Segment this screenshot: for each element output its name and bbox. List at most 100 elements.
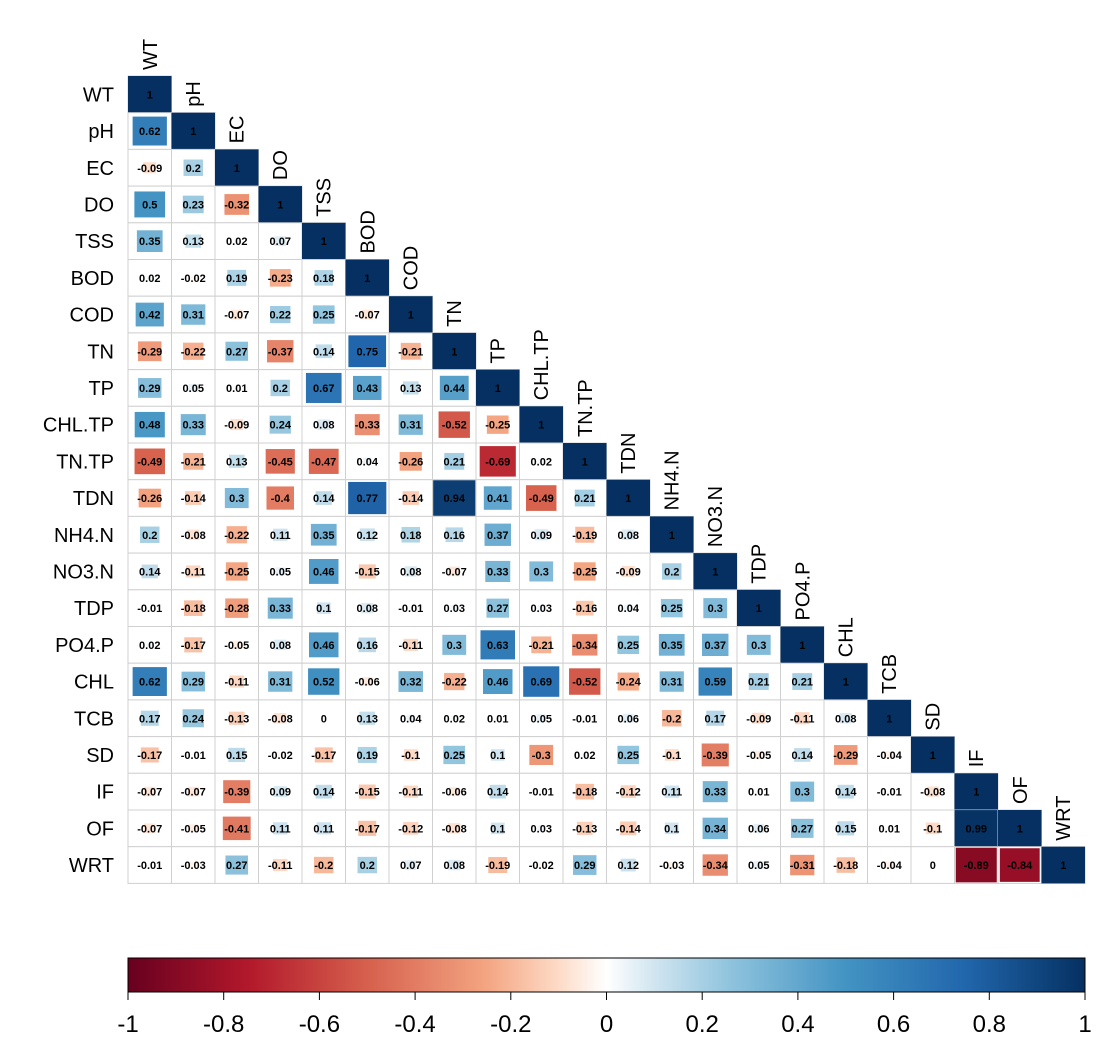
colorbar-tick-label: 1 <box>1078 1011 1091 1038</box>
cell-value-label: -0.69 <box>485 456 510 468</box>
cell-value-label: 0.14 <box>835 787 857 799</box>
cell-square <box>400 342 421 360</box>
cell-square <box>231 640 242 649</box>
cell-square <box>537 604 546 612</box>
cell-square <box>265 449 295 474</box>
cell-value-label: -0.01 <box>572 713 597 725</box>
cell-pH-WT: 0.62 <box>127 112 172 150</box>
cell-square <box>659 671 684 692</box>
colorbar-tick-label: 0.6 <box>877 1011 910 1038</box>
cell-value-label: -0.17 <box>137 750 162 762</box>
cell-COD-EC: -0.07 <box>214 295 259 334</box>
cell-TP-pH: 0.05 <box>171 369 216 407</box>
cell-WRT-CHL: -0.18 <box>823 846 868 884</box>
cell-value-label: 0.04 <box>618 603 640 615</box>
cell-OF-TP: 0.1 <box>475 809 520 848</box>
column-label-TSS: TSS <box>314 178 336 217</box>
cell-TN.TP-WT: -0.49 <box>127 442 172 481</box>
cell-square <box>314 270 333 286</box>
cell-value-label: 0.75 <box>357 346 378 358</box>
cell-square <box>273 786 287 798</box>
cell-TN.TP-EC: 0.13 <box>214 442 259 481</box>
cell-NO3.N-EC: -0.25 <box>214 552 259 591</box>
cell-square <box>229 675 244 688</box>
cell-WRT-pH: -0.03 <box>171 846 216 884</box>
cell-square <box>954 773 998 810</box>
cell-value-label: 0.33 <box>705 787 726 799</box>
cell-value-label: 0.03 <box>444 603 465 615</box>
cell-value-label: -0.05 <box>746 750 771 762</box>
cell-square <box>479 446 516 477</box>
cell-CHL-EC: -0.11 <box>214 662 259 701</box>
cell-square <box>667 861 676 869</box>
cell-value-label: 0.46 <box>313 566 334 578</box>
cell-value-label: 0.07 <box>400 860 421 872</box>
colorbar-tick-label: 0.2 <box>686 1011 719 1038</box>
cell-square <box>128 76 172 113</box>
cell-IF-TDN: -0.12 <box>606 772 651 811</box>
cell-SD-TN.TP: 0.02 <box>562 736 607 774</box>
row-label-OF: OF <box>86 818 114 840</box>
cell-TSS-EC: 0.02 <box>214 222 259 261</box>
cell-value-label: 0.2 <box>186 163 201 175</box>
cell-frame <box>171 185 216 224</box>
cell-value-label: -0.25 <box>224 566 249 578</box>
cell-TDN-WT: -0.26 <box>127 479 172 517</box>
cell-square <box>664 785 679 798</box>
cell-square <box>187 786 200 797</box>
cell-square <box>267 597 293 619</box>
cell-COD-DO: 0.22 <box>258 295 303 334</box>
cell-square <box>537 825 546 832</box>
cell-DO-WT: 0.5 <box>127 185 172 224</box>
cell-square <box>442 634 467 655</box>
cell-value-label: -0.25 <box>485 420 510 432</box>
cell-value-label: -0.15 <box>355 566 380 578</box>
cell-square <box>275 567 286 576</box>
column-label-TCB: TCB <box>879 654 901 694</box>
cell-square <box>490 822 505 835</box>
cell-CHL-pH: 0.29 <box>171 662 216 701</box>
cell-SD-EC: 0.15 <box>214 736 259 774</box>
cell-TDP-COD: -0.01 <box>388 589 433 627</box>
cell-value-label: 0.03 <box>531 603 552 615</box>
cell-value-label: 0.14 <box>313 787 335 799</box>
cell-value-label: 0.16 <box>357 640 378 652</box>
cell-value-label: -0.31 <box>790 860 815 872</box>
column-label-WT: WT <box>140 39 162 70</box>
cell-square <box>273 822 288 835</box>
cell-value-label: 0.25 <box>618 750 639 762</box>
cell-value-label: 1 <box>147 89 153 101</box>
cell-OF-BOD: -0.17 <box>345 809 390 848</box>
cell-square <box>999 848 1040 882</box>
cell-CHL-TN: -0.22 <box>432 662 477 701</box>
cell-value-label: -0.25 <box>572 566 597 578</box>
cell-WRT-TN: 0.08 <box>432 846 477 884</box>
cell-TDN-BOD: 0.77 <box>345 479 390 517</box>
cell-TDN-TSS: 0.14 <box>301 479 346 517</box>
cell-value-label: -0.89 <box>964 860 989 872</box>
cell-TCB-TN: 0.02 <box>432 699 477 738</box>
row-label-TDP: TDP <box>74 598 114 620</box>
cell-square <box>448 859 461 871</box>
row-label-CHL: CHL <box>74 672 114 694</box>
cell-square <box>147 863 152 867</box>
cell-value-label: -0.18 <box>572 787 597 799</box>
cell-value-label: 0.01 <box>226 383 247 395</box>
cell-square <box>225 598 249 618</box>
cell-WRT-PO4.P: -0.31 <box>780 846 825 884</box>
cell-square <box>398 671 424 692</box>
cell-WRT-NH4.N: -0.03 <box>649 846 694 884</box>
cell-IF-DO: 0.09 <box>258 772 303 811</box>
cell-value-label: -0.09 <box>224 420 249 432</box>
cell-value-label: -0.11 <box>181 566 205 578</box>
cell-value-label: 1 <box>451 346 457 358</box>
colorbar-tick-label: -0.6 <box>299 1011 340 1038</box>
cell-value-label: -0.09 <box>137 163 162 175</box>
cell-NO3.N-pH: -0.11 <box>171 552 216 591</box>
cell-square <box>925 822 940 835</box>
cell-COD-BOD: -0.07 <box>345 295 390 334</box>
cell-value-label: 0.09 <box>531 530 552 542</box>
cell-value-label: 0.32 <box>400 677 421 689</box>
cell-square <box>884 861 894 869</box>
cell-IF-NH4.N: 0.11 <box>649 772 694 811</box>
